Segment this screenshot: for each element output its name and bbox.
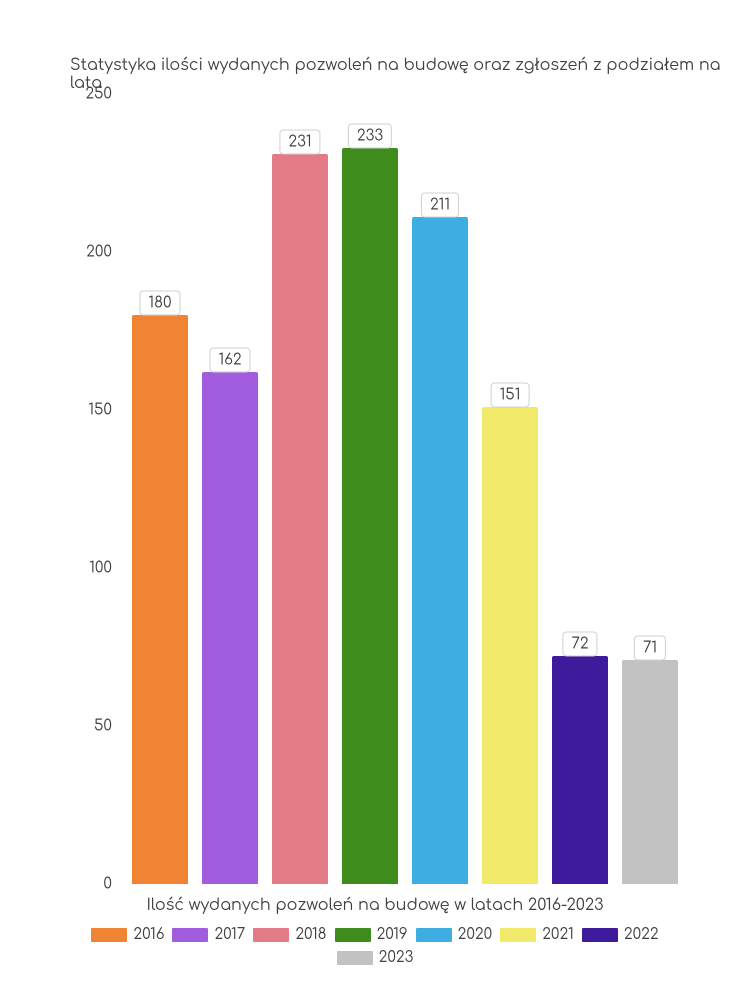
bar-value-label: 72 — [562, 632, 597, 657]
legend-swatch — [500, 928, 536, 942]
bar-value-label: 211 — [421, 193, 459, 218]
legend-swatch — [416, 928, 452, 942]
legend-label: 2019 — [377, 926, 408, 943]
legend-swatch — [337, 951, 373, 965]
bar-2022: 72 — [552, 656, 608, 884]
legend-item-2017: 2017 — [172, 926, 245, 943]
legend-item-2022: 2022 — [582, 926, 659, 943]
bar-value-label: 151 — [491, 382, 530, 407]
legend-swatch — [582, 928, 618, 942]
legend-label: 2021 — [542, 926, 574, 943]
legend-item-2019: 2019 — [335, 926, 408, 943]
y-tick: 0 — [103, 876, 112, 893]
y-tick: 100 — [89, 560, 112, 577]
x-axis-label: Ilość wydanych pozwoleń na budowę w lata… — [0, 896, 750, 914]
legend-label: 2016 — [133, 926, 164, 943]
legend-swatch — [91, 928, 127, 942]
legend-label: 2022 — [624, 926, 659, 943]
y-axis: 050100150200250 — [70, 94, 120, 884]
legend-swatch — [253, 928, 289, 942]
y-tick: 50 — [94, 718, 112, 735]
bar-value-label: 71 — [634, 635, 666, 660]
bar-2019: 233 — [342, 148, 398, 884]
legend-swatch — [172, 928, 208, 942]
bar-2017: 162 — [202, 372, 258, 884]
legend-swatch — [335, 928, 371, 942]
y-tick: 250 — [85, 86, 112, 103]
bar-2018: 231 — [272, 154, 328, 884]
bars-container: 1801622312332111517271 — [120, 94, 690, 884]
bar-value-label: 231 — [279, 130, 320, 155]
legend-item-2016: 2016 — [91, 926, 164, 943]
bar-value-label: 162 — [209, 348, 250, 373]
legend-label: 2018 — [295, 926, 326, 943]
bar-value-label: 233 — [348, 123, 392, 148]
legend-item-2020: 2020 — [416, 926, 493, 943]
legend-label: 2023 — [379, 949, 414, 966]
legend-item-2021: 2021 — [500, 926, 574, 943]
chart-title: Statystyka ilości wydanych pozwoleń na b… — [70, 56, 750, 92]
legend-label: 2017 — [214, 926, 245, 943]
bar-chart: Statystyka ilości wydanych pozwoleń na b… — [0, 0, 750, 1000]
bar-2021: 151 — [482, 407, 538, 884]
bar-2020: 211 — [412, 217, 468, 884]
legend: 2016 2017 2018 2019 2020 2021 2022 2023 — [0, 926, 750, 966]
bar-2023: 71 — [622, 660, 678, 884]
legend-item-2018: 2018 — [253, 926, 326, 943]
y-tick: 150 — [88, 402, 112, 419]
bar-value-label: 180 — [139, 291, 180, 316]
legend-label: 2020 — [458, 926, 493, 943]
plot-area: 1801622312332111517271 — [120, 94, 690, 884]
y-tick: 200 — [86, 244, 112, 261]
legend-item-2023: 2023 — [337, 949, 414, 966]
bar-2016: 180 — [132, 315, 188, 884]
